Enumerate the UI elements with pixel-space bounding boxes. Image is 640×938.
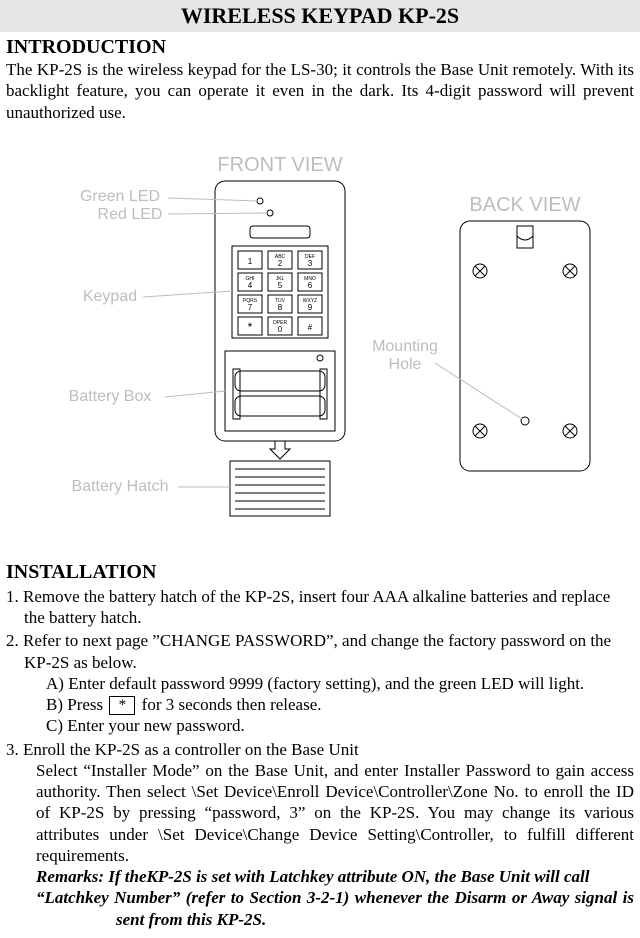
svg-text:0: 0 — [278, 325, 283, 334]
svg-text:8: 8 — [278, 303, 283, 312]
svg-text:Mounting: Mounting — [372, 338, 438, 355]
svg-text:3: 3 — [308, 259, 313, 268]
device-diagram: FRONT VIEW Green LED Red LED 1 ABC2 — [20, 151, 620, 531]
asterisk-key: * — [109, 696, 135, 715]
battery-hatch-label: Battery Hatch — [72, 478, 169, 495]
keypad-keys: 1 ABC2 DEF3 GHI4 JKL5 MNO6 PQRS7 TUV8 WX… — [238, 251, 322, 335]
install-remarks: Remarks: If theKP-2S is set with Latchke… — [6, 866, 634, 930]
svg-text:1: 1 — [248, 257, 253, 266]
mounting-hole — [521, 417, 529, 425]
svg-text:Hole: Hole — [389, 356, 422, 373]
svg-text:4: 4 — [248, 281, 253, 290]
back-outline — [460, 221, 590, 471]
front-view-label: FRONT VIEW — [217, 154, 342, 176]
back-view-label: BACK VIEW — [469, 194, 580, 216]
keypad-label: Keypad — [83, 288, 137, 305]
install-step-2: 2. Refer to next page ”CHANGE PASSWORD”,… — [6, 630, 634, 673]
green-led-dot — [257, 198, 263, 204]
install-step-2c: C) Enter your new password. — [6, 715, 634, 736]
install-heading: INSTALLATION — [6, 561, 634, 584]
red-led-dot — [267, 210, 273, 216]
install-step-1: 1. Remove the battery hatch of the KP-2S… — [6, 586, 634, 629]
intro-heading: INTRODUCTION — [6, 36, 634, 59]
content-area: INTRODUCTION The KP-2S is the wireless k… — [0, 36, 640, 938]
page-title: WIRELESS KEYPAD KP-2S — [0, 0, 640, 32]
svg-text:#: # — [308, 323, 313, 332]
install-step-3-head: 3. Enroll the KP-2S as a controller on t… — [6, 739, 634, 760]
step-2b-pre: B) Press — [46, 695, 103, 714]
svg-text:2: 2 — [278, 259, 283, 268]
intro-body: The KP-2S is the wireless keypad for the… — [6, 59, 634, 123]
svg-text:5: 5 — [278, 281, 283, 290]
install-step-2a: A) Enter default password 9999 (factory … — [6, 673, 634, 694]
install-step-2b: B) Press * for 3 seconds then release. — [6, 694, 634, 715]
battery-box-label: Battery Box — [69, 388, 152, 405]
install-step-3-body: Select “Installer Mode” on the Base Unit… — [6, 760, 634, 866]
svg-text:*: * — [248, 320, 253, 334]
green-led-label: Green LED — [80, 188, 160, 205]
svg-text:6: 6 — [308, 281, 313, 290]
install-list: 1. Remove the battery hatch of the KP-2S… — [6, 586, 634, 930]
step-2b-post: for 3 seconds then release. — [142, 695, 322, 714]
remarks-line-1: Remarks: If theKP-2S is set with Latchke… — [36, 866, 634, 887]
svg-text:9: 9 — [308, 303, 313, 312]
red-led-label: Red LED — [98, 206, 163, 223]
svg-text:7: 7 — [248, 303, 253, 312]
remarks-line-2: “Latchkey Number” (refer to Section 3-2-… — [36, 887, 634, 930]
